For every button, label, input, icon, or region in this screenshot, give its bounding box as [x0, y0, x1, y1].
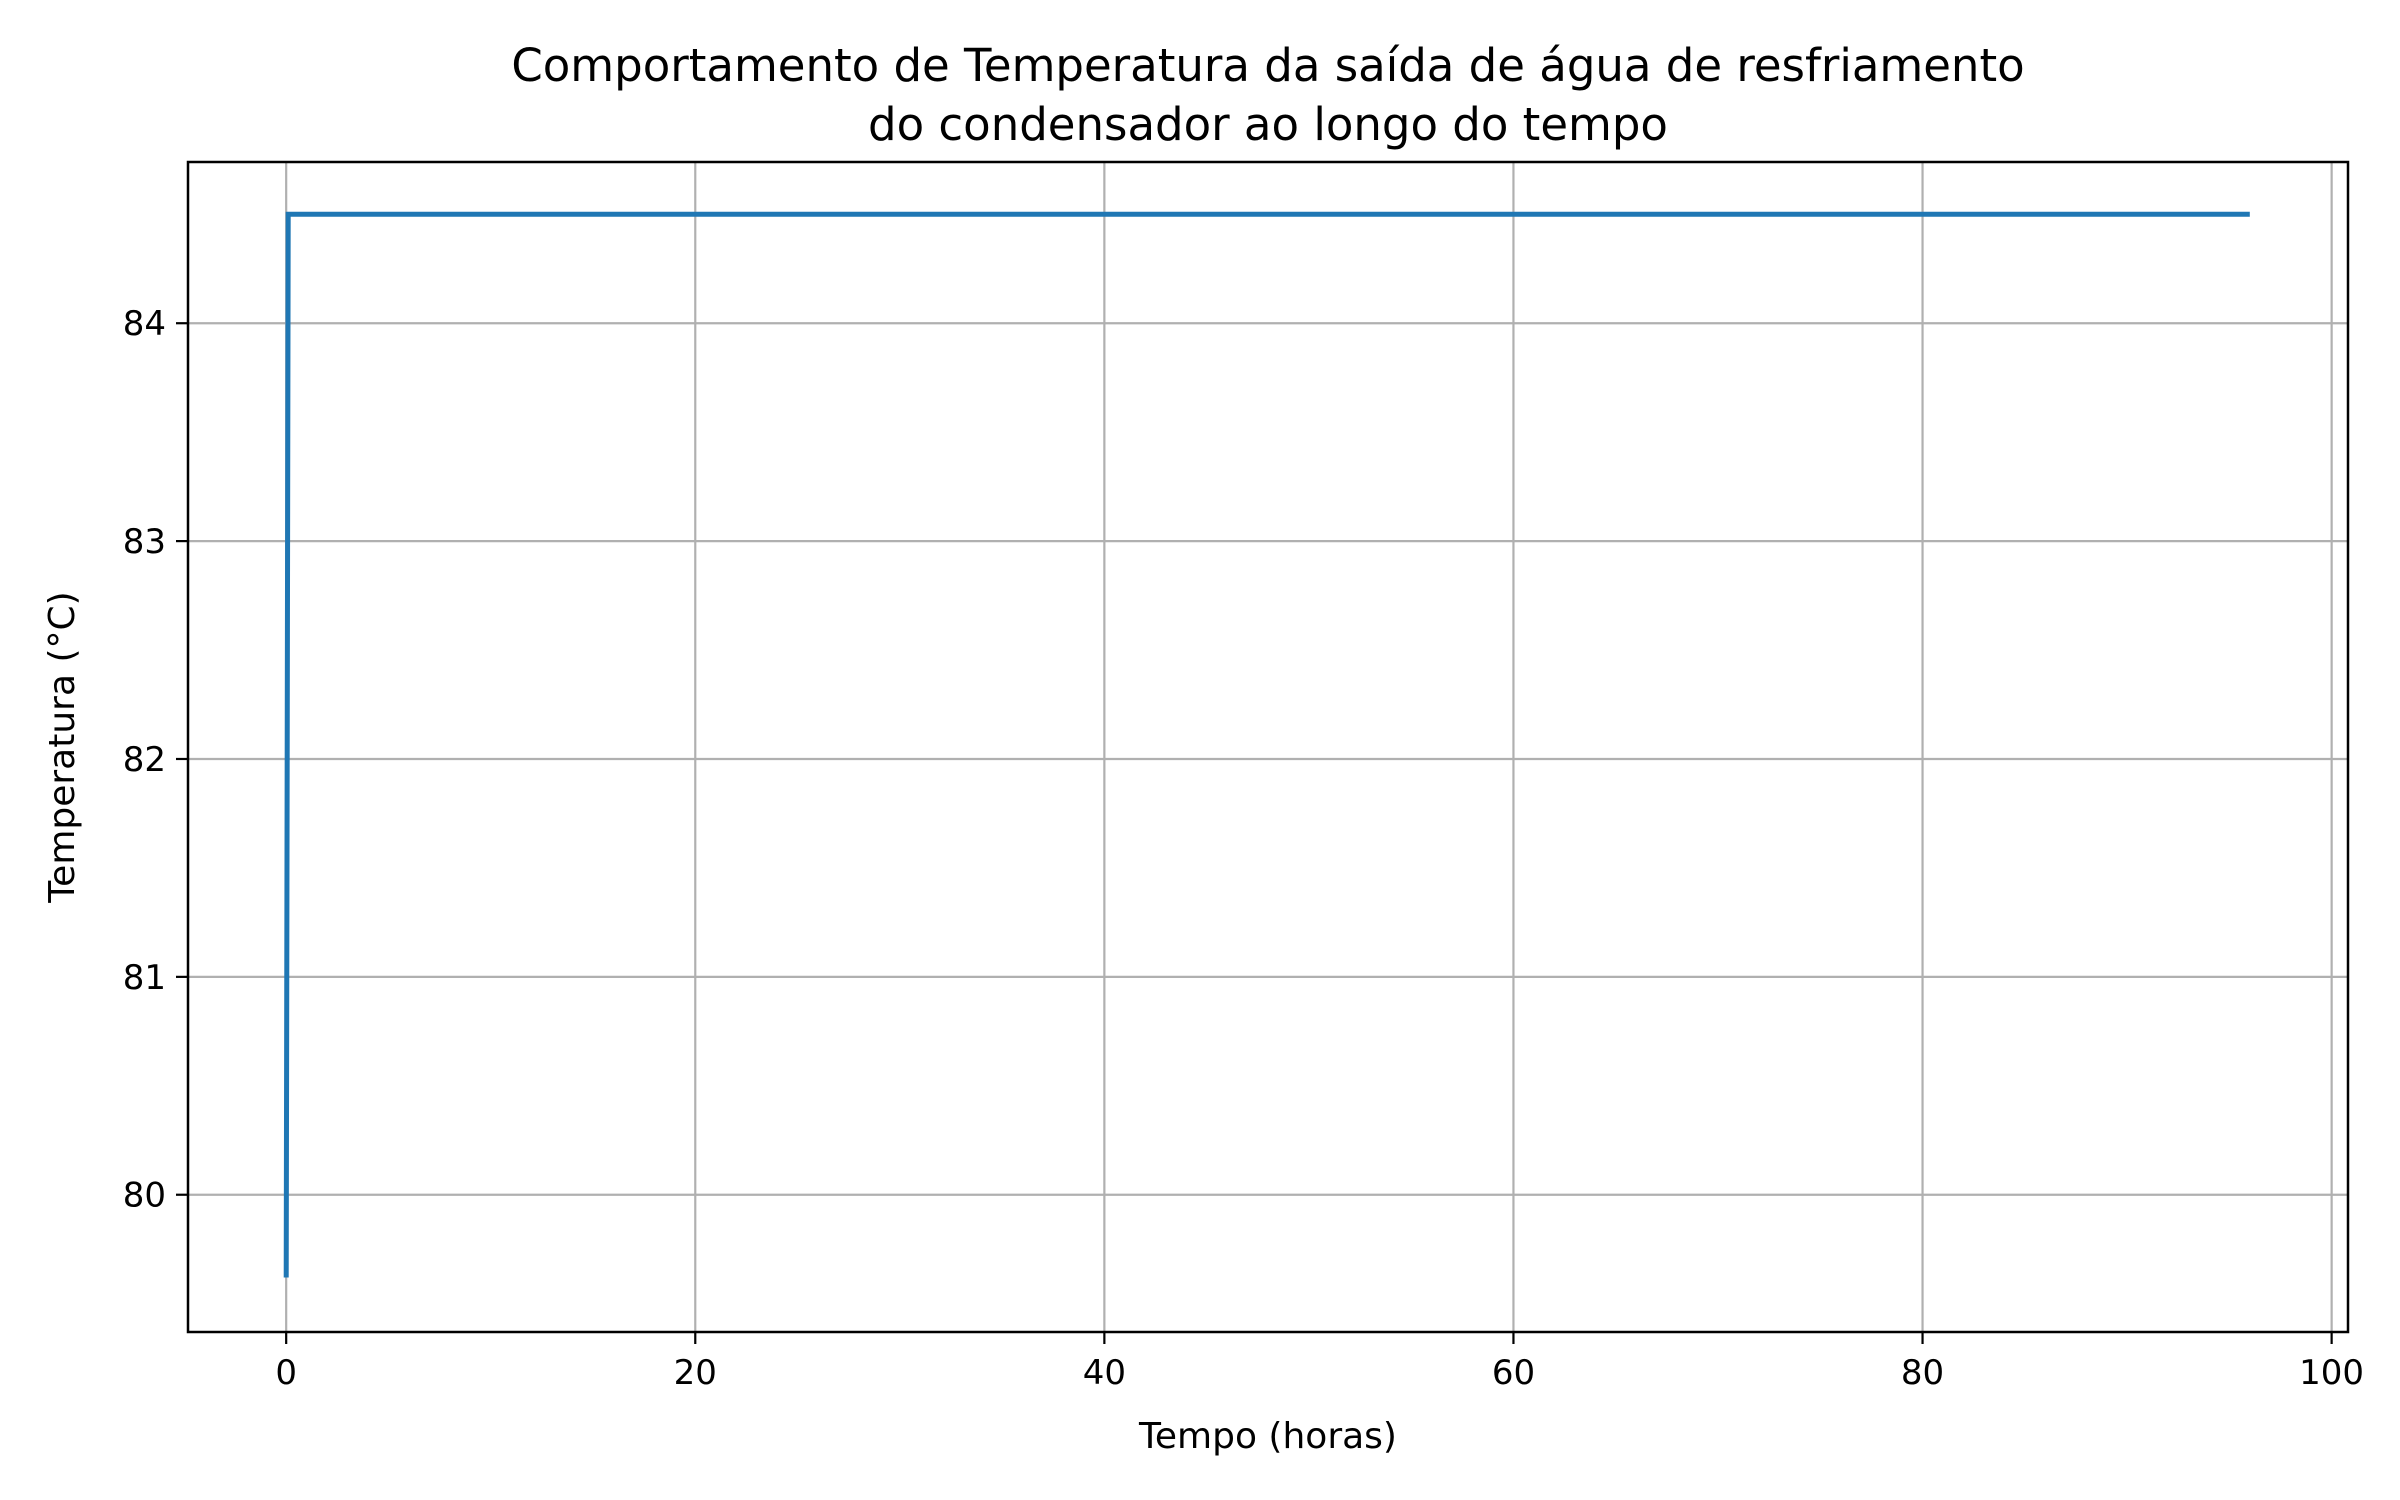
x-tick-label: 80: [1901, 1353, 1944, 1393]
x-tick-labels: 0 20 40 60 80 100: [275, 1353, 2364, 1393]
y-tick-label: 81: [123, 958, 166, 998]
y-tick-labels: 80 81 82 83 84: [123, 304, 166, 1216]
plot-area-frame: [186, 160, 2350, 1334]
chart-title-line-1: Comportamento de Temperatura da saída de…: [511, 39, 2025, 92]
y-axis-label: Temperatura (°C): [42, 591, 83, 903]
chart-title-line-2: do condensador ao longo do tempo: [868, 98, 1668, 151]
tick-marks: [176, 322, 2333, 1344]
x-tick-label: 100: [2299, 1353, 2364, 1393]
series-layer: [283, 211, 2250, 1278]
series-line: [283, 211, 2250, 1278]
y-tick-label: 84: [123, 304, 166, 344]
x-axis-label: Tempo (horas): [1138, 1416, 1397, 1457]
y-tick-label: 82: [123, 740, 166, 780]
x-tick-label: 40: [1083, 1353, 1126, 1393]
grid-lines: [188, 162, 2348, 1332]
chart-title: Comportamento de Temperatura da saída de…: [188, 36, 2348, 154]
x-tick-label: 60: [1492, 1353, 1535, 1393]
x-tick-label: 0: [275, 1353, 297, 1393]
y-tick-label: 80: [123, 1176, 166, 1216]
y-tick-label: 83: [123, 522, 166, 562]
x-tick-label: 20: [674, 1353, 717, 1393]
